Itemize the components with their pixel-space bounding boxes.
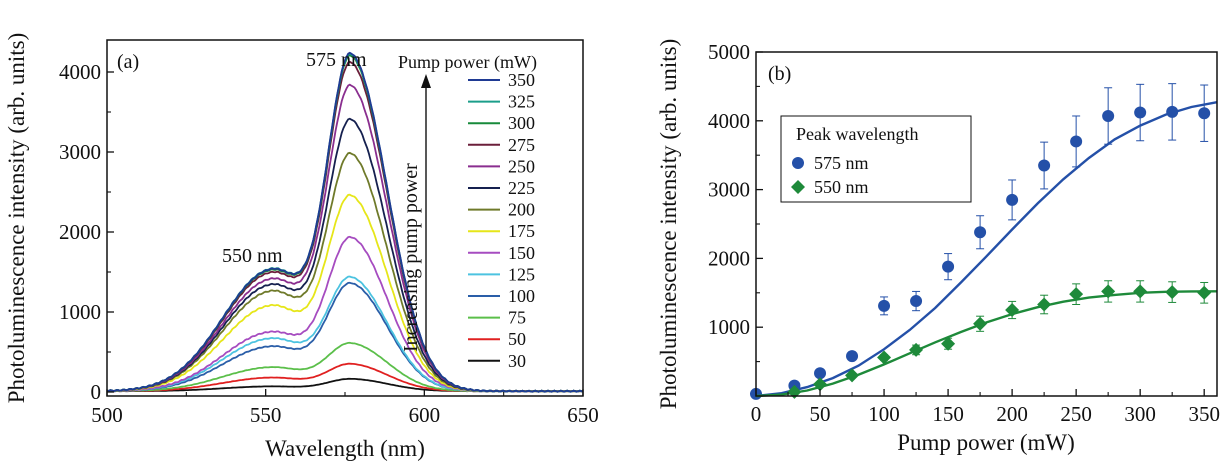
- data-point-575nm-175: [974, 226, 987, 239]
- legend-label-30mW: 30: [508, 351, 526, 371]
- panel-label-b: (b): [768, 63, 791, 85]
- peak-intensity-plot: [750, 83, 1218, 400]
- panel-label-a: (a): [117, 51, 139, 73]
- y-tick-label-b-3000: 3000: [708, 178, 750, 202]
- data-point-550nm-225: [1037, 297, 1052, 312]
- legend-label-275mW: 275: [508, 135, 535, 155]
- data-point-575nm-250: [1070, 135, 1083, 148]
- y-tick-label-a-1000: 1000: [59, 300, 101, 324]
- increasing-arrow: [421, 74, 431, 352]
- legend-marker-575nm: [792, 157, 804, 169]
- x-tick-label-b-200: 200: [996, 402, 1028, 426]
- legend-label-225mW: 225: [508, 178, 535, 198]
- y-axis-label-b: Photoluminescence intensity (arb. units): [656, 39, 681, 409]
- legend-label-300mW: 300: [508, 113, 535, 133]
- y-tick-label-a-2000: 2000: [59, 220, 101, 244]
- legend-label-350mW: 350: [508, 70, 535, 90]
- x-tick-label-b-300: 300: [1124, 402, 1156, 426]
- data-point-575nm-225: [1038, 159, 1051, 172]
- legend-box-b: [780, 115, 972, 203]
- legend-label-150mW: 150: [508, 243, 535, 263]
- data-point-550nm-350: [1197, 285, 1212, 300]
- data-point-550nm-100: [877, 350, 892, 365]
- data-point-575nm-325: [1166, 105, 1179, 118]
- data-point-550nm-250: [1069, 287, 1084, 302]
- data-point-550nm-125: [909, 342, 924, 357]
- y-tick-label-b-4000: 4000: [708, 109, 750, 133]
- data-point-575nm-100: [878, 299, 891, 312]
- panel-b: 0 50 100 150 200 250 300 350 1000 2000 3000 4000 500…: [656, 39, 1220, 455]
- legend-label-125mW: 125: [508, 264, 535, 284]
- spectra-curves: [106, 51, 584, 393]
- data-point-575nm-275: [1102, 109, 1115, 122]
- legend-label-75mW: 75: [508, 308, 526, 328]
- arrow-head-icon: [421, 74, 431, 88]
- legend-label-325mW: 325: [508, 92, 535, 112]
- axis-ticks-b: 0 50 100 150 200 250 300 350 1000 2000 3000 4000 500…: [708, 40, 1220, 426]
- data-point-550nm-300: [1133, 284, 1148, 299]
- legend-title-a: Pump power (mW): [398, 52, 537, 73]
- data-point-575nm-350: [1198, 107, 1211, 120]
- data-point-550nm-175: [973, 316, 988, 331]
- data-point-550nm-150: [941, 336, 956, 351]
- annotation-575nm: 575 nm: [306, 49, 367, 71]
- legend-label-575nm: 575 nm: [814, 153, 869, 173]
- data-point-575nm-50: [814, 367, 827, 380]
- data-point-575nm-125: [910, 295, 923, 308]
- legend-label-100mW: 100: [508, 286, 535, 306]
- legend-label-50mW: 50: [508, 329, 526, 349]
- legend-label-250mW: 250: [508, 156, 535, 176]
- panel-a: 500 550 600 650 0 1000 2000 3000 4000 (a) 575 nm…: [4, 33, 599, 461]
- legend-label-550nm: 550 nm: [814, 177, 869, 197]
- x-tick-label-b-350: 350: [1188, 402, 1220, 426]
- y-tick-label-a-4000: 4000: [59, 60, 101, 84]
- data-point-575nm-300: [1134, 106, 1147, 119]
- x-tick-label-b-50: 50: [810, 402, 831, 426]
- x-tick-label-b-0: 0: [751, 402, 762, 426]
- x-tick-label-b-150: 150: [932, 402, 964, 426]
- data-point-550nm-75: [845, 368, 860, 383]
- data-point-575nm-150: [942, 260, 955, 273]
- legend-title-b: Peak wavelength: [796, 124, 918, 144]
- y-tick-label-b-5000: 5000: [708, 40, 750, 64]
- y-tick-label-a-3000: 3000: [59, 140, 101, 164]
- x-tick-label-a-550: 550: [250, 403, 282, 427]
- x-tick-label-b-100: 100: [868, 402, 900, 426]
- x-tick-label-a-600: 600: [409, 403, 441, 427]
- data-point-550nm-50: [813, 377, 828, 392]
- data-point-575nm-200: [1006, 193, 1019, 206]
- legend-label-175mW: 175: [508, 221, 535, 241]
- annotation-550nm: 550 nm: [222, 245, 283, 267]
- y-tick-label-b-2000: 2000: [708, 246, 750, 270]
- data-point-550nm-200: [1005, 303, 1020, 317]
- spectrum-line-350mW: [106, 51, 584, 393]
- x-tick-label-b-250: 250: [1060, 402, 1092, 426]
- plot-frame-b: [755, 51, 1218, 397]
- legend-marker-550nm: [791, 180, 805, 194]
- data-point-550nm-275: [1101, 284, 1116, 299]
- y-tick-label-b-1000: 1000: [708, 315, 750, 339]
- data-point-550nm-325: [1165, 285, 1180, 300]
- axis-ticks-a: 500 550 600 650 0 1000 2000 3000 4000: [59, 60, 599, 427]
- y-tick-label-a-0: 0: [91, 380, 102, 404]
- x-tick-label-a-650: 650: [567, 403, 599, 427]
- legend-b: Peak wavelength 575 nm 550 nm: [780, 115, 972, 203]
- x-tick-label-a-500: 500: [91, 403, 123, 427]
- data-point-575nm-75: [846, 350, 859, 363]
- x-axis-label-a: Wavelength (nm): [265, 436, 425, 461]
- y-axis-label-a: Photoluminescence intensity (arb. units): [4, 33, 29, 403]
- legend-label-200mW: 200: [508, 200, 535, 220]
- arrow-label: Increasing pump power: [400, 163, 422, 352]
- x-axis-label-b: Pump power (mW): [897, 430, 1075, 455]
